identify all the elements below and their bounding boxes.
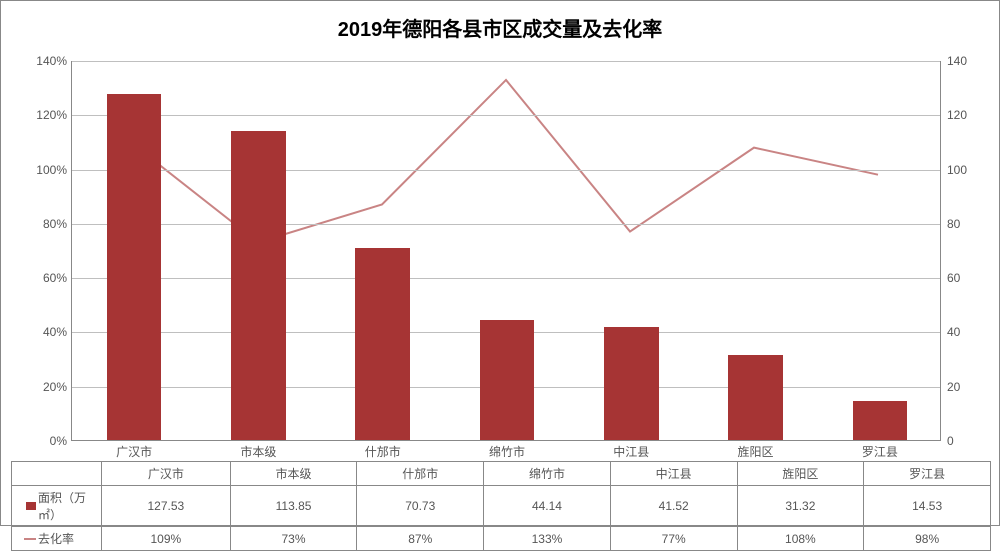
table-header-cell: 广汉市 (102, 462, 231, 486)
bar (604, 327, 659, 440)
y2-tick-label: 120 (947, 108, 983, 122)
legend-bar: 面积（万㎡） (12, 486, 102, 527)
table-cell-bar: 70.73 (357, 486, 484, 527)
y2-tick-label: 100 (947, 163, 983, 177)
chart-container: 2019年德阳各县市区成交量及去化率 广汉市市本级什邡市绵竹市中江县旌阳区罗江县… (0, 0, 1000, 526)
y1-tick-label: 60% (31, 271, 67, 285)
table-cell-line: 98% (864, 527, 991, 551)
bar (480, 320, 535, 440)
gridline (72, 170, 940, 171)
y2-tick-label: 60 (947, 271, 983, 285)
x-tick-label: 旌阳区 (738, 443, 774, 460)
gridline (72, 278, 940, 279)
table-cell-line: 73% (230, 527, 357, 551)
table-header-cell: 中江县 (610, 462, 737, 486)
gridline (72, 115, 940, 116)
bar (231, 131, 286, 440)
table-header-row: 广汉市市本级什邡市绵竹市中江县旌阳区罗江县 (12, 462, 991, 486)
x-tick-label: 中江县 (613, 443, 649, 460)
y1-tick-label: 20% (31, 380, 67, 394)
table-cell-bar: 127.53 (102, 486, 231, 527)
data-table: 广汉市市本级什邡市绵竹市中江县旌阳区罗江县 面积（万㎡）127.53113.85… (11, 461, 991, 551)
table-header-cell: 绵竹市 (484, 462, 611, 486)
y2-tick-label: 140 (947, 54, 983, 68)
bar (728, 355, 783, 440)
legend-line: 去化率 (12, 527, 102, 551)
y2-tick-label: 80 (947, 217, 983, 231)
table-cell-line: 133% (484, 527, 611, 551)
y2-tick-label: 0 (947, 434, 983, 448)
bar (355, 248, 410, 440)
y1-tick-label: 100% (31, 163, 67, 177)
table-cell-bar: 44.14 (484, 486, 611, 527)
bar (107, 94, 162, 440)
table-corner (12, 462, 102, 486)
table-header-cell: 什邡市 (357, 462, 484, 486)
y1-tick-label: 0% (31, 434, 67, 448)
table-cell-line: 87% (357, 527, 484, 551)
table-header-cell: 罗江县 (864, 462, 991, 486)
table-cell-bar: 113.85 (230, 486, 357, 527)
legend-swatch-line (24, 538, 36, 540)
table-cell-line: 108% (737, 527, 864, 551)
y1-tick-label: 40% (31, 325, 67, 339)
gridline (72, 61, 940, 62)
chart-title: 2019年德阳各县市区成交量及去化率 (1, 13, 999, 42)
table-row-line: 去化率109%73%87%133%77%108%98% (12, 527, 991, 551)
x-tick-label: 市本级 (240, 443, 276, 460)
y2-tick-label: 20 (947, 380, 983, 394)
table-cell-bar: 41.52 (610, 486, 737, 527)
x-tick-label: 广汉市 (116, 443, 152, 460)
plot-area: 广汉市市本级什邡市绵竹市中江县旌阳区罗江县 (71, 61, 941, 441)
y1-tick-label: 140% (31, 54, 67, 68)
x-tick-label: 什邡市 (365, 443, 401, 460)
y2-tick-label: 40 (947, 325, 983, 339)
table-cell-line: 109% (102, 527, 231, 551)
y1-tick-label: 120% (31, 108, 67, 122)
legend-swatch-bar (26, 502, 36, 510)
table-header-cell: 旌阳区 (737, 462, 864, 486)
table-cell-line: 77% (610, 527, 737, 551)
bar (853, 401, 908, 440)
x-tick-label: 绵竹市 (489, 443, 525, 460)
table-header-cell: 市本级 (230, 462, 357, 486)
x-tick-label: 罗江县 (862, 443, 898, 460)
table-row-bar: 面积（万㎡）127.53113.8570.7344.1441.5231.3214… (12, 486, 991, 527)
gridline (72, 224, 940, 225)
table-cell-bar: 31.32 (737, 486, 864, 527)
table-cell-bar: 14.53 (864, 486, 991, 527)
y1-tick-label: 80% (31, 217, 67, 231)
